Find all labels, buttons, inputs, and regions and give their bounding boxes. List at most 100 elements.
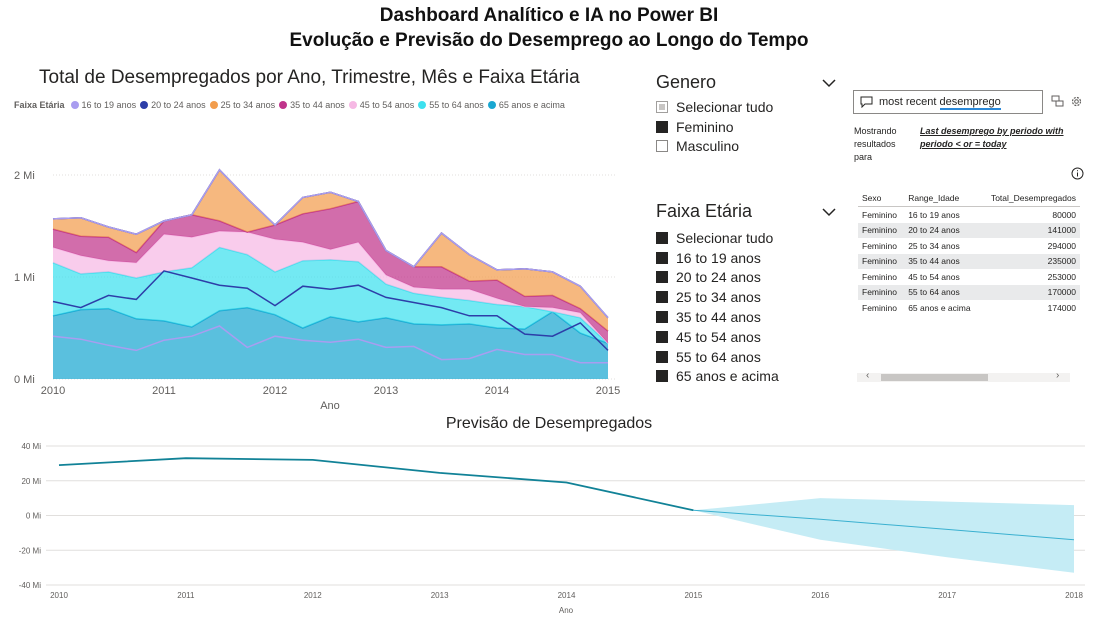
column-header[interactable]: Total_Desempregados (979, 190, 1080, 207)
table-horizontal-scrollbar[interactable]: ‹ › (857, 370, 1070, 382)
legend-label: 65 anos e acima (498, 100, 565, 110)
slicer-option[interactable]: Selecionar tudo (656, 228, 836, 248)
table-cell: 65 anos e acima (908, 302, 971, 313)
x-tick-label: 2015 (684, 591, 702, 600)
x-tick-label: 2013 (431, 591, 449, 600)
forecast-chart-title: Previsão de Desempregados (445, 415, 653, 432)
slicer-faixa-title: Faixa Etária (656, 201, 753, 221)
column-header[interactable]: Sexo (858, 190, 905, 207)
x-tick-label: 2014 (485, 385, 509, 397)
table-cell: 25 to 34 anos (908, 240, 960, 251)
checkbox[interactable] (656, 100, 668, 113)
checkbox[interactable] (656, 350, 668, 363)
checkbox[interactable] (656, 251, 668, 264)
checkbox[interactable] (656, 330, 668, 343)
chevron-down-icon[interactable] (822, 76, 836, 90)
legend-item[interactable]: 45 to 54 anos (348, 100, 415, 110)
scroll-left-icon[interactable]: ‹ (866, 370, 870, 381)
legend-label: 25 to 34 anos (220, 100, 276, 110)
slicer-option-label: Selecionar tudo (676, 98, 774, 115)
x-tick-label: 2015 (596, 385, 620, 397)
y-tick-label: 0 Mi (14, 374, 35, 386)
area-chart-title: Total de Desempregados por Ano, Trimestr… (39, 67, 580, 88)
checkbox[interactable] (656, 291, 668, 304)
slicer-option[interactable]: Selecionar tudo (656, 97, 836, 117)
legend-label: 16 to 19 anos (81, 100, 137, 110)
legend-item[interactable]: 65 anos e acima (487, 100, 565, 110)
table-cell: Feminino (862, 240, 897, 251)
legend-marker (209, 101, 218, 109)
table-cell: 253000 (1047, 271, 1076, 282)
checkbox[interactable] (656, 120, 668, 133)
table-cell: Feminino (858, 222, 905, 238)
table-cell: Feminino (858, 253, 905, 269)
table-row: Feminino 16 to 19 anos 80000 (858, 207, 1080, 223)
x-tick-label: 2011 (152, 385, 176, 397)
slicer-option[interactable]: Feminino (656, 117, 836, 137)
slicer-option[interactable]: 65 anos e acima (656, 367, 836, 387)
legend-item[interactable]: 55 to 64 anos (418, 100, 484, 110)
legend-label: 55 to 64 anos (429, 100, 484, 110)
table-cell: 45 to 54 anos (908, 271, 960, 282)
table-cell: 235000 (979, 253, 1080, 269)
table-row: Feminino 45 to 54 anos 253000 (858, 269, 1080, 285)
slicer-option[interactable]: 35 to 44 anos (656, 307, 836, 327)
y-tick-label: 1 Mi (14, 272, 35, 284)
qa-result-table: Sexo Range_Idade Total_Desempregados Femini… (858, 190, 1080, 316)
forecast-line (693, 509, 1075, 541)
column-header[interactable]: Range_Idade (904, 190, 980, 207)
checkbox[interactable] (656, 231, 668, 244)
x-tick-label: 2017 (938, 591, 956, 600)
checkbox[interactable] (656, 311, 668, 324)
slicer-genero: Genero Selecionar tudo Feminino Masculino (656, 72, 836, 156)
slicer-faixa-etaria: Faixa Etária Selecionar tudo 16 to 19 ano… (656, 201, 836, 386)
slicer-option-label: 55 to 64 anos (676, 348, 761, 365)
scrollbar-thumb[interactable] (881, 374, 988, 381)
dashboard-title: Dashboard Analítico e IA no Power BI (379, 5, 719, 26)
area-chart: 2 Mi 1 Mi 0 Mi 2010 2011 2012 2013 2014 2015 Ano (14, 168, 620, 412)
legend-item[interactable]: 35 to 44 anos (279, 100, 345, 110)
chat-bubble-icon (860, 96, 873, 108)
legend-label: 20 to 24 anos (151, 100, 206, 110)
qa-search-input[interactable]: most recent desemprego (853, 90, 1043, 114)
table-header-row: Sexo Range_Idade Total_Desempregados (858, 190, 1080, 207)
table-cell: Feminino (862, 302, 897, 313)
legend-item[interactable]: 25 to 34 anos (209, 100, 276, 110)
table-row: Feminino 25 to 34 anos 294000 (858, 238, 1080, 254)
slicer-option[interactable]: 25 to 34 anos (656, 287, 836, 307)
forecast-chart: 40 Mi 20 Mi 0 Mi -20 Mi -40 Mi 2010 2011 2012 20… (19, 442, 1085, 615)
area-series (53, 231, 608, 344)
x-tick-label: 2016 (811, 591, 829, 600)
checkbox[interactable] (656, 370, 668, 383)
area-series-line (52, 168, 609, 319)
actual-line (58, 457, 694, 512)
chevron-down-icon[interactable] (822, 205, 836, 219)
slicer-genero-title: Genero (656, 72, 717, 92)
legend-item[interactable]: 20 to 24 anos (140, 100, 206, 110)
scroll-right-icon[interactable]: › (1056, 370, 1060, 381)
table-cell: 20 to 24 anos (904, 222, 980, 238)
slicer-option[interactable]: 55 to 64 anos (656, 347, 836, 367)
slicer-option[interactable]: 45 to 54 anos (656, 327, 836, 347)
qa-interpretation-link[interactable]: Last desemprego by periodo with periodo … (920, 126, 1064, 149)
table-cell: 170000 (979, 284, 1080, 300)
qa-query-term: desemprego (939, 96, 1001, 110)
slicer-option[interactable]: 16 to 19 anos (656, 248, 836, 268)
legend-label: 45 to 54 anos (359, 100, 415, 110)
convert-visual-icon[interactable] (1051, 95, 1064, 107)
x-tick-label: 2014 (558, 591, 576, 600)
legend-item[interactable]: 16 to 19 anos (70, 100, 137, 110)
line-series (52, 270, 609, 351)
slicer-option[interactable]: 20 to 24 anos (656, 268, 836, 288)
info-icon[interactable] (1071, 167, 1084, 180)
dashboard-subtitle: Evolução e Previsão do Desemprego ao Lon… (289, 30, 809, 51)
slicer-option[interactable]: Masculino (656, 137, 836, 157)
table-row: Feminino 65 anos e acima 174000 (858, 300, 1080, 316)
table-row: Feminino 35 to 44 anos 235000 (858, 253, 1080, 269)
checkbox[interactable] (656, 140, 668, 153)
gear-icon[interactable] (1070, 95, 1083, 108)
slicer-option-label: 45 to 54 anos (676, 328, 761, 345)
area-series (53, 247, 608, 344)
x-axis-title: Ano (559, 606, 574, 615)
checkbox[interactable] (656, 271, 668, 284)
